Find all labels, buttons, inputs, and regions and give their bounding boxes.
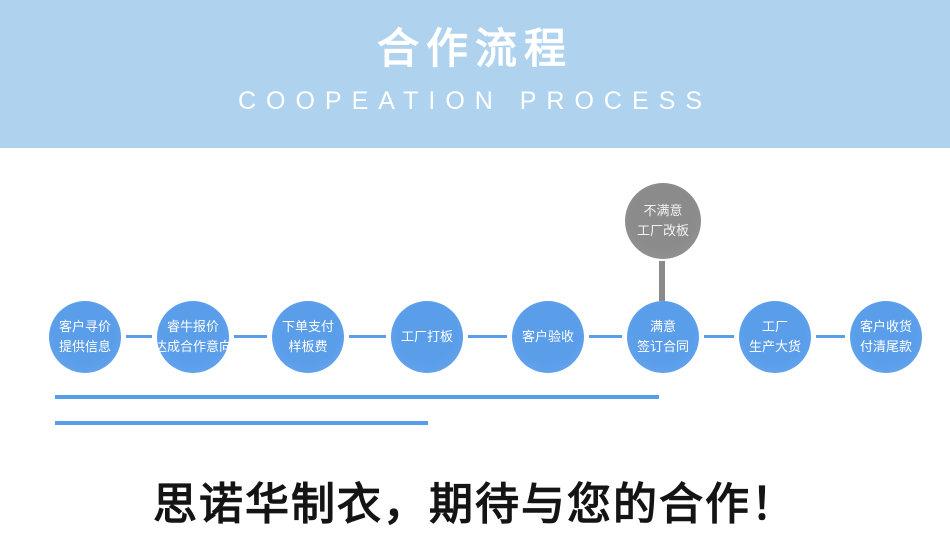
flow-step-1: 客户寻价 提供信息 — [49, 301, 121, 373]
divider-rule-short — [55, 421, 428, 425]
flow-step-label: 满意 — [649, 319, 676, 334]
flow-node-reject: 不满意 工厂改板 — [625, 183, 701, 259]
step-connector — [126, 335, 152, 338]
flow-step-label: 下单支付 — [281, 319, 334, 334]
flow-step-label: 提供信息 — [58, 339, 111, 354]
flow-step-2: 睿牛报价 达成合作意向 — [154, 301, 233, 373]
flow-step-label: 工厂打板 — [400, 329, 453, 344]
step-connector — [234, 335, 267, 338]
step-connector — [704, 335, 734, 338]
step-connector — [468, 335, 507, 338]
step-connector — [589, 335, 622, 338]
flow-step-label: 生产大货 — [748, 339, 801, 354]
header-banner: 合作流程 COOPEATION PROCESS — [0, 0, 950, 148]
flow-step-3: 下单支付 样板费 — [272, 301, 344, 373]
divider-rule-long — [55, 395, 659, 399]
step-connector — [349, 335, 386, 338]
flow-step-label: 客户寻价 — [58, 319, 111, 334]
flow-node-label: 不满意 — [643, 203, 683, 218]
flow-step-label: 客户收货 — [859, 319, 912, 334]
flow-step-6: 满意 签订合同 — [627, 301, 699, 373]
flow-step-label: 付清尾款 — [859, 339, 912, 354]
step-connector — [816, 335, 845, 338]
flow-step-4: 工厂打板 — [391, 301, 463, 373]
page-subtitle: COOPEATION PROCESS — [237, 87, 713, 115]
flow-step-8: 客户收货 付清尾款 — [850, 301, 922, 373]
flow-step-label: 达成合作意向 — [154, 339, 233, 354]
flow-step-label: 样板费 — [288, 339, 328, 354]
flow-node-label: 工厂改板 — [636, 223, 689, 238]
page-title: 合作流程 — [376, 25, 573, 72]
flow-step-label: 签订合同 — [636, 339, 689, 354]
footer-slogan: 思诺华制衣，期待与您的合作！ — [153, 480, 797, 529]
flow-step-label: 客户验收 — [521, 329, 574, 344]
reject-branch-connector — [659, 261, 665, 301]
flow-step-7: 工厂 生产大货 — [739, 301, 811, 373]
flow-step-5: 客户验收 — [512, 301, 584, 373]
flow-step-label: 工厂 — [761, 319, 788, 334]
flow-step-label: 睿牛报价 — [166, 319, 219, 334]
